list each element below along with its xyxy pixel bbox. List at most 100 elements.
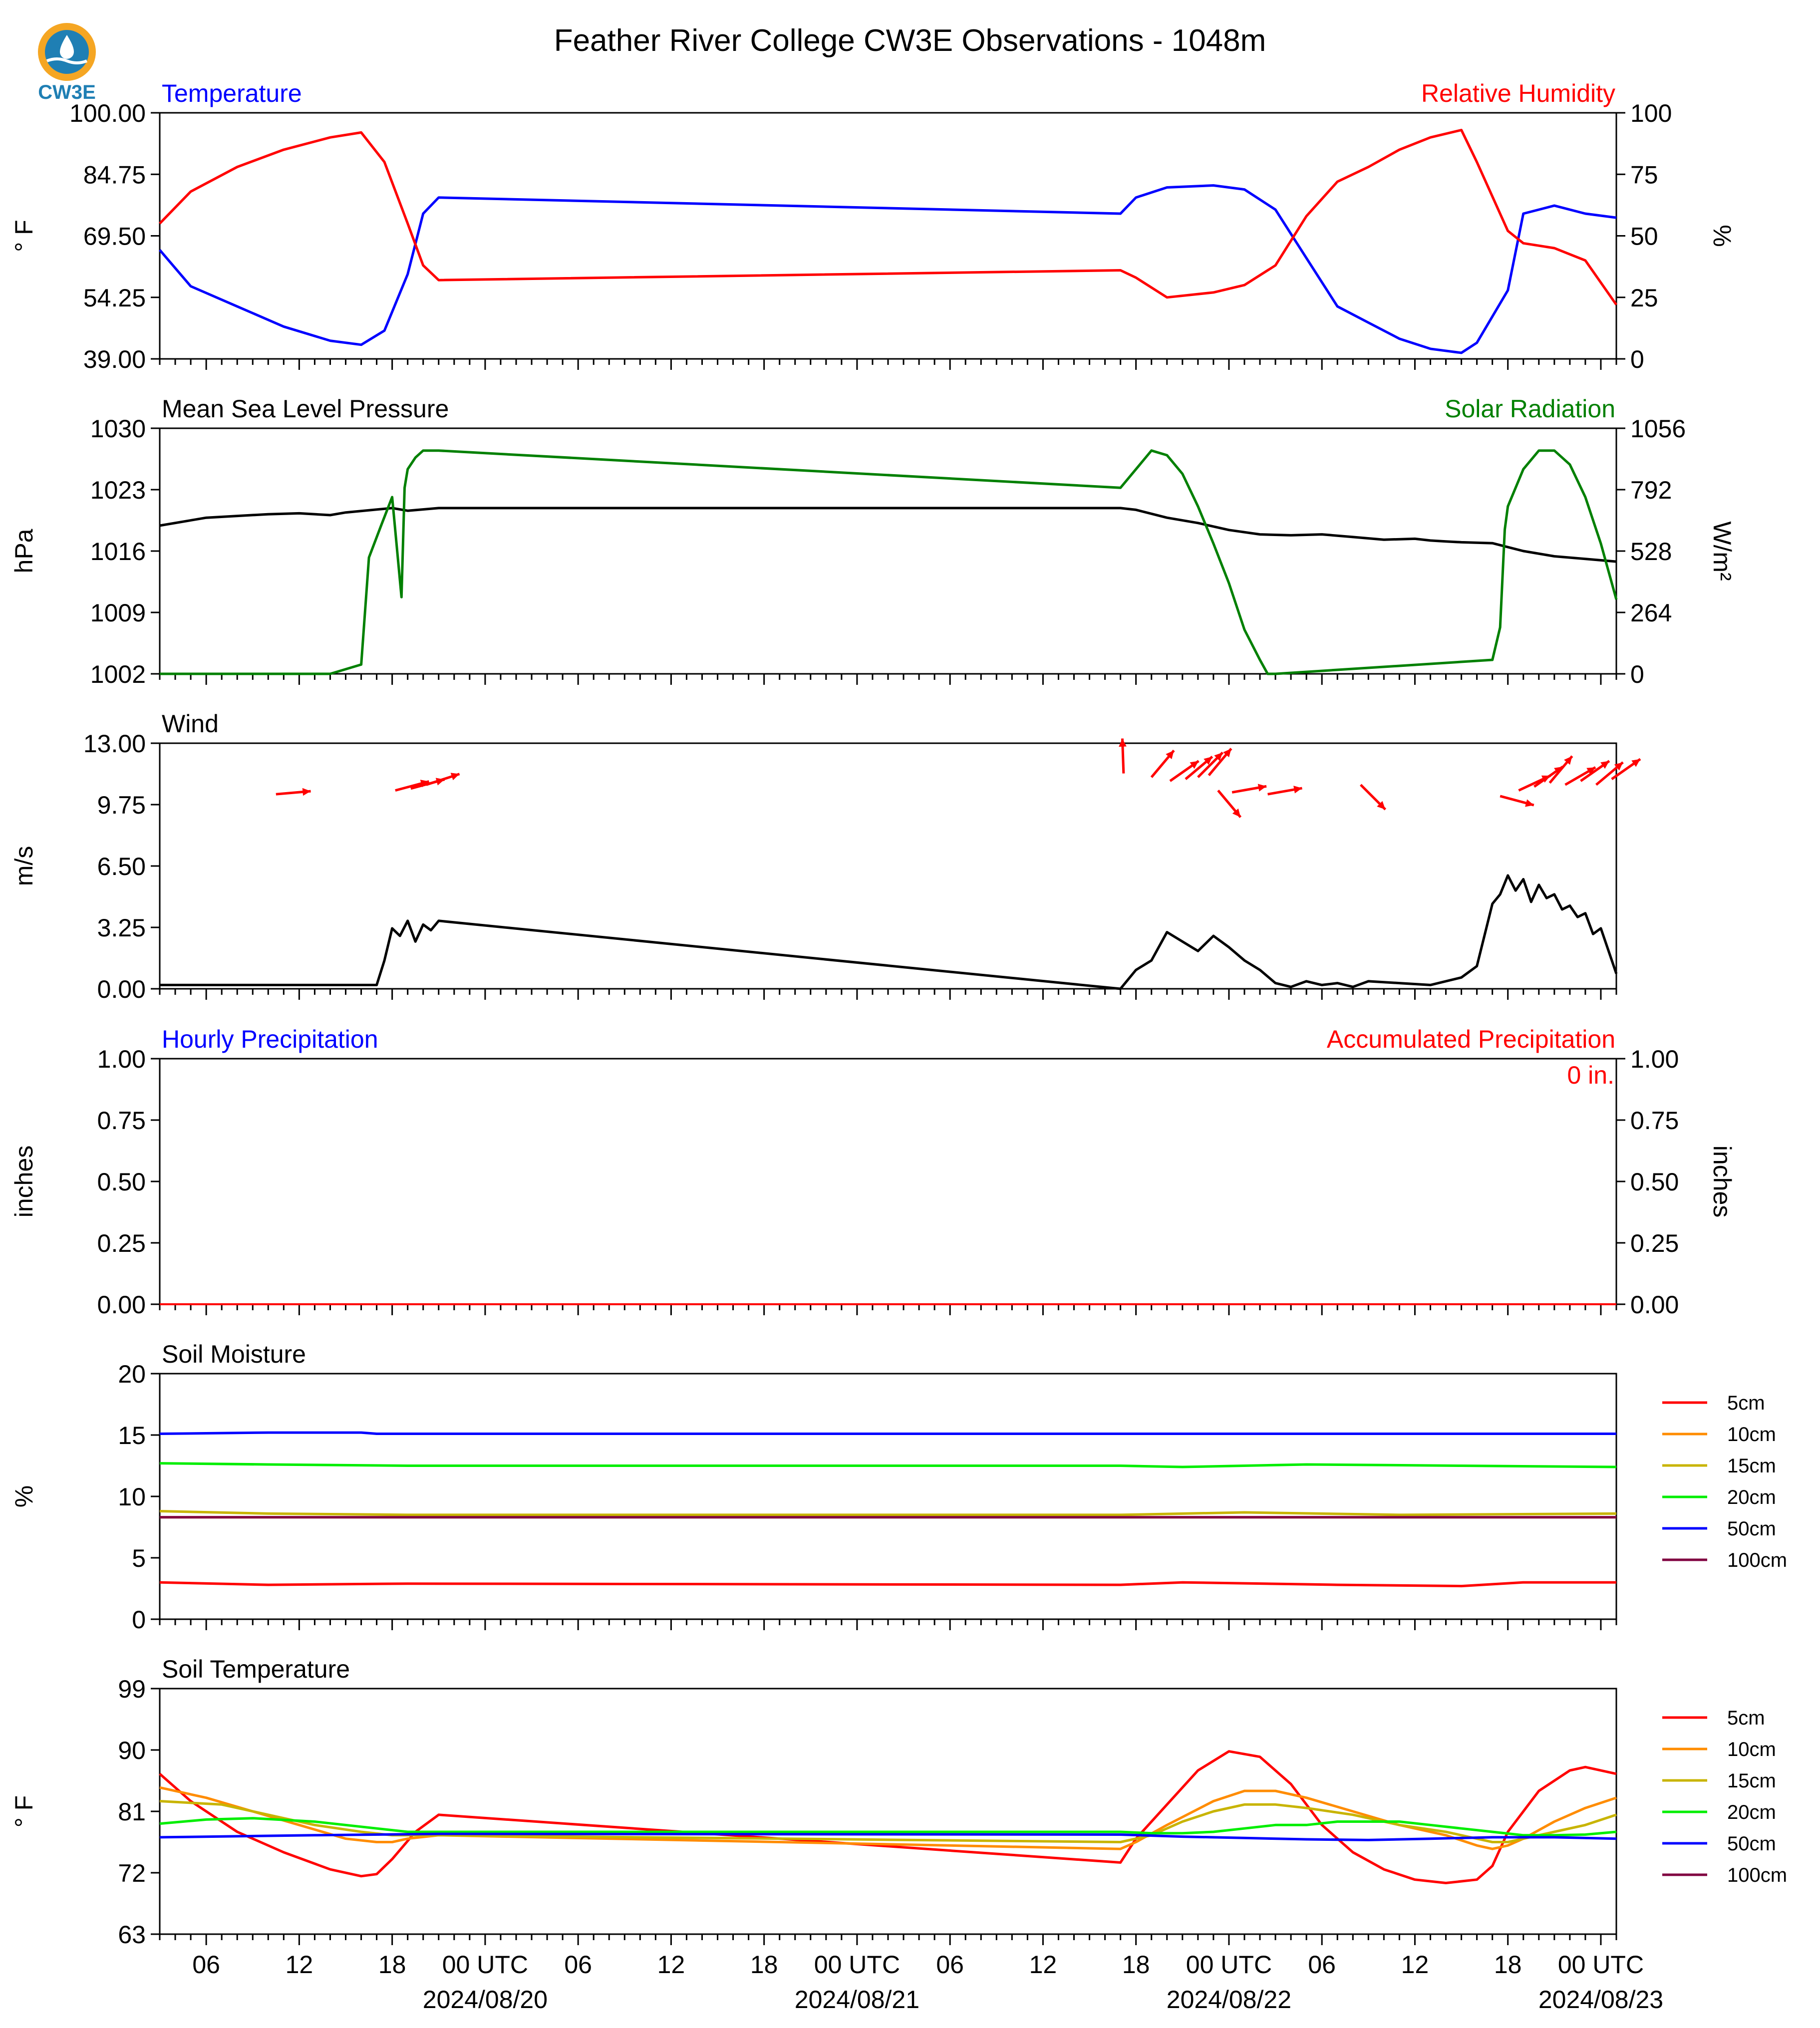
soil-temp-20cm (159, 1817, 1617, 1837)
y-tick-label: 69.50 (83, 223, 146, 251)
soil-moisture-20cm (159, 1462, 1617, 1468)
wind-arrow-head (1232, 808, 1241, 818)
panel-title-left: Soil Moisture (162, 1340, 306, 1368)
panels: 39.0054.2569.5084.75100.000255075100Temp… (10, 79, 1787, 2014)
x-date-label: 2024/08/21 (795, 1986, 919, 2014)
panel-wind: 0.00 3.25 6.50 9.75 13.00 Wind m/s (10, 710, 1641, 1003)
soil-temp-10cm (159, 1786, 1617, 1850)
y-tick-label: 15 (118, 1422, 146, 1449)
legend-label: 5cm (1727, 1707, 1765, 1729)
y-tick-label: 84.75 (83, 161, 146, 189)
y-tick-label: 1016 (90, 538, 146, 566)
pressure-line (159, 507, 1617, 563)
y-tick-label: 0.25 (97, 1229, 146, 1257)
x-tick-label: 06 (936, 1951, 964, 1979)
x-tick-label: 18 (1122, 1951, 1150, 1979)
y-tick-label: 0.00 (97, 1291, 146, 1319)
legend-label: 10cm (1727, 1738, 1776, 1760)
wind-arrow-head (1586, 767, 1596, 775)
x-tick-label: 12 (1029, 1951, 1057, 1979)
temperature-line (159, 184, 1617, 354)
y-tick-label: 54.25 (83, 284, 146, 312)
y-tick-label: 39.00 (83, 345, 146, 373)
x-tick-label: 00 UTC (1186, 1951, 1272, 1979)
y2-tick-label: 0 (1630, 660, 1644, 688)
y-tick-label: 0.75 (97, 1107, 146, 1135)
y-tick-label: 81 (118, 1798, 146, 1826)
x-tick-label: 12 (286, 1951, 313, 1979)
wind-arrow-head (1377, 801, 1386, 810)
legend-label: 100cm (1727, 1549, 1787, 1571)
wind-speed-line (160, 874, 1618, 990)
legend-label: 15cm (1727, 1770, 1776, 1792)
wind-arrow-head (1600, 761, 1609, 769)
x-date-label: 2024/08/22 (1167, 1986, 1291, 2014)
panel-title-right: Solar Radiation (1445, 395, 1615, 423)
y-tick-label: 9.75 (97, 791, 146, 819)
wind-arrow-head (1293, 786, 1302, 794)
panel-soilm: 0 5 10 15 20 Soil Moisture% (10, 1340, 1617, 1634)
figure-title: Feather River College CW3E Observations … (554, 23, 1266, 58)
wind-arrow-head (1223, 748, 1231, 758)
soil-temp-5cm (159, 1750, 1617, 1884)
wind-arrow-head (450, 773, 460, 781)
legend-label: 50cm (1727, 1833, 1776, 1855)
y-axis-label: ° F (10, 1795, 38, 1827)
panel-precip: 0.00 0.25 0.50 0.75 1.00 0.00 0.25 0.50 0.75 1.00… (10, 1025, 1736, 1319)
plot-frame (159, 1373, 1617, 1620)
solar-line (160, 449, 1618, 675)
plot-frame (159, 1688, 1617, 1935)
wind-arrow-head (1214, 752, 1223, 761)
x-tick-label: 18 (1494, 1951, 1522, 1979)
cw3e-logo: CW3E (32, 19, 102, 104)
drop-icon (60, 35, 74, 59)
y-tick-label: 90 (118, 1737, 146, 1764)
y-axis-label: % (10, 1485, 38, 1507)
soil-temp-15cm (159, 1800, 1617, 1843)
wind-arrow-head (302, 788, 311, 796)
x-tick-label: 00 UTC (1558, 1951, 1644, 1979)
legend-soilm: 5cm 10cm 15cm 20cm 50cm 100cm (1662, 1392, 1787, 1571)
panel-temp: 39.00 54.25 69.50 84.75 100.00 0 25 50 75 100 Temp… (10, 79, 1736, 373)
y2-tick-label: 528 (1630, 538, 1672, 566)
x-tick-label: 18 (750, 1951, 778, 1979)
accum-precip-value: 0 in. (1567, 1061, 1614, 1089)
panel-soilt: 63 72 81 90 99 Soil Temperature ° F (10, 1655, 1617, 1949)
y2-tick-label: 25 (1630, 284, 1658, 312)
y2-tick-label: 0.75 (1630, 1107, 1679, 1135)
x-tick-label: 06 (1308, 1951, 1336, 1979)
y-tick-label: 0 (132, 1606, 146, 1634)
wind-arrow-head (1631, 759, 1641, 767)
rh-line (159, 129, 1618, 305)
soil-moisture-50cm (159, 1431, 1616, 1435)
wind-arrow-head (1204, 756, 1213, 765)
x-tick-label: 12 (657, 1951, 685, 1979)
x-tick-label: 06 (564, 1951, 592, 1979)
y-tick-label: 3.25 (97, 914, 146, 942)
y2-tick-label: 75 (1630, 161, 1658, 189)
y2-tick-label: 792 (1630, 476, 1672, 504)
y-tick-label: 6.50 (97, 853, 146, 880)
y2-tick-label: 264 (1630, 599, 1672, 627)
x-tick-label: 00 UTC (442, 1951, 528, 1979)
y-tick-label: 63 (118, 1921, 146, 1949)
y2-tick-label: 0 (1630, 345, 1644, 373)
y2-axis-label: inches (1708, 1146, 1736, 1218)
y-tick-label: 0.00 (97, 975, 146, 1003)
plot-frame (159, 1058, 1617, 1305)
y2-axis-label: % (1708, 225, 1736, 247)
wind-arrow-head (1190, 761, 1199, 769)
plot-frame (159, 742, 1617, 990)
wind-arrow-head (1119, 738, 1127, 747)
y2-tick-label: 1056 (1630, 415, 1686, 443)
wave-icon (46, 57, 88, 64)
panel-title-left: Temperature (162, 79, 302, 107)
logo-text: CW3E (38, 81, 96, 103)
x-tick-label: 00 UTC (814, 1951, 900, 1979)
wind-arrow-head (1564, 756, 1572, 765)
y-tick-label: 72 (118, 1859, 146, 1887)
legend-label: 20cm (1727, 1486, 1776, 1508)
y-tick-label: 20 (118, 1360, 146, 1388)
legend-label: 100cm (1727, 1864, 1787, 1886)
